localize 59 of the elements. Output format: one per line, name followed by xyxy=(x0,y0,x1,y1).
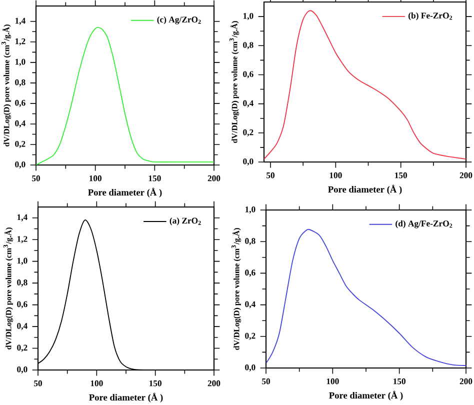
legend-label: (a) ZrO$_{2}$ xyxy=(170,218,201,226)
y-tick-label: 0,0 xyxy=(245,364,256,372)
line-series xyxy=(36,27,214,165)
x-tick-label: 50 xyxy=(34,380,42,386)
y-tick-label: 1,0 xyxy=(245,206,256,214)
x-tick-label: 50 xyxy=(262,378,270,384)
legend-label: (b) Fe-ZrO$_{2}$ xyxy=(408,12,452,20)
y-tick-label: 0,6 xyxy=(15,100,26,108)
line-series xyxy=(264,10,466,160)
y-tick-label: 0,4 xyxy=(245,301,256,308)
y-tick-label: 0,6 xyxy=(17,301,28,308)
x-tick-label: 150 xyxy=(150,380,162,386)
y-tick-label: 0,8 xyxy=(15,79,26,86)
y-axis-title: dV/DLog(D) pore volume (cm$^{3}$/g.Å) xyxy=(229,21,239,143)
y-tick-label: 1,0 xyxy=(17,258,28,265)
x-tick-label: 200 xyxy=(460,378,472,384)
x-tick-label: 200 xyxy=(208,380,220,386)
y-tick-label: 1,4 xyxy=(17,214,28,222)
x-tick-label: 200 xyxy=(460,172,472,178)
x-tick-label: 150 xyxy=(395,172,408,178)
y-tick-label: 0,2 xyxy=(245,332,256,340)
x-tick-label: 200 xyxy=(208,175,220,182)
x-tick-label: 100 xyxy=(330,172,342,178)
y-tick-label: 0,8 xyxy=(17,280,28,287)
x-axis-title: Pore diameter (Å ) xyxy=(88,188,162,198)
y-tick-label: 0,4 xyxy=(17,322,28,330)
x-tick-label: 150 xyxy=(394,378,406,384)
y-tick-label: 0,8 xyxy=(245,238,256,246)
x-tick-label: 150 xyxy=(148,175,161,182)
y-tick-label: 1,2 xyxy=(17,236,28,244)
y-tick-label: 1,0 xyxy=(243,13,254,20)
x-axis-title: Pore diameter (Å ) xyxy=(329,390,403,400)
y-tick-label: 0,2 xyxy=(243,129,254,136)
y-tick-label: 0,6 xyxy=(245,270,256,277)
y-tick-label: 0,2 xyxy=(15,140,26,148)
y-tick-label: 1,0 xyxy=(15,58,26,66)
line-series xyxy=(266,229,466,366)
legend-label: (d) Ag/Fe-ZrO$_{2}$ xyxy=(396,220,452,228)
y-tick-label: 0,0 xyxy=(243,158,254,166)
y-tick-label: 0,8 xyxy=(243,42,254,50)
y-tick-label: 0,4 xyxy=(15,120,26,128)
y-tick-label: 0,4 xyxy=(243,100,254,108)
y-axis-title: dV/DLog(D) pore volume (cm$^{3}$/g.Å) xyxy=(3,228,13,350)
y-axis-title: dV/DLog(D) pore volume (cm$^{3}$/g.Å) xyxy=(231,228,241,350)
x-tick-label: 50 xyxy=(32,175,40,182)
legend-label: (c) Ag/ZrO$_{2}$ xyxy=(157,16,201,24)
y-tick-label: 0,0 xyxy=(17,366,28,374)
y-tick-label: 0,6 xyxy=(243,71,254,78)
y-tick-label: 0,0 xyxy=(15,161,26,169)
x-tick-label: 100 xyxy=(326,378,339,384)
x-axis-title: Pore diameter (Å ) xyxy=(89,392,163,402)
y-tick-label: 1,2 xyxy=(15,38,26,46)
y-tick-label: 0,2 xyxy=(17,344,28,352)
y-tick-label: 1,4 xyxy=(15,18,26,25)
x-axis-title: Pore diameter (Å ) xyxy=(328,184,402,194)
x-tick-label: 100 xyxy=(90,175,102,182)
x-tick-label: 50 xyxy=(266,172,275,178)
x-tick-label: 100 xyxy=(90,380,103,386)
y-axis-title: dV/DLog(D) pore volume (cm$^{3}$/g.Å) xyxy=(1,24,11,146)
